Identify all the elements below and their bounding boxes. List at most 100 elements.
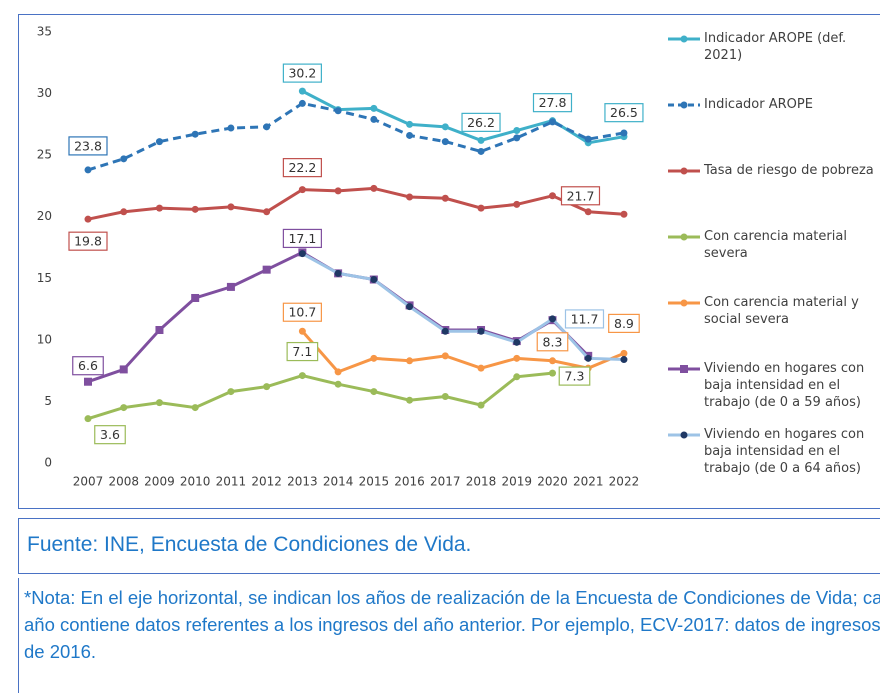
legend-entry: Viviendo en hogares con baja intensidad … — [666, 360, 880, 426]
label-box — [608, 313, 640, 334]
x-tick-label: 2018 — [466, 475, 497, 489]
marker — [262, 265, 271, 274]
source: Fuente: INE, Encuesta de Condiciones de … — [18, 518, 880, 574]
marker — [370, 354, 378, 362]
legend-symbol — [668, 101, 700, 109]
marker — [477, 401, 485, 409]
marker — [441, 327, 449, 335]
marker — [513, 373, 521, 381]
marker — [155, 138, 163, 146]
marker — [477, 147, 485, 155]
marker — [584, 135, 592, 143]
series-line — [87, 101, 625, 172]
data-label: 11.7 — [571, 311, 599, 326]
legend-label: Indicador AROPE — [704, 97, 813, 112]
marker — [370, 115, 378, 123]
data-label: 7.3 — [565, 369, 585, 384]
x-tick-label: 2021 — [573, 475, 604, 489]
marker — [155, 326, 164, 335]
chart: 0 5 10 15 20 25 30 35 2007 2008 2009 2010 2011 2012 20… — [37, 25, 644, 489]
marker — [155, 204, 163, 212]
note: *Nota: En el eje horizontal, se indican … — [18, 578, 880, 693]
marker — [620, 349, 628, 357]
x-tick-label: 2020 — [537, 475, 568, 489]
data-label: 23.8 — [74, 138, 102, 153]
marker — [441, 393, 449, 401]
marker — [298, 186, 306, 194]
label-box — [282, 158, 322, 178]
label-box — [68, 136, 108, 156]
marker — [334, 380, 342, 388]
legend-label: Con carencia material severa — [704, 229, 847, 261]
x-tick-label: 2011 — [216, 475, 247, 489]
marker — [370, 104, 378, 112]
y-tick-label: 15 — [37, 271, 52, 285]
marker — [584, 354, 592, 362]
marker — [513, 200, 521, 208]
x-tick-label: 2013 — [287, 475, 318, 489]
data-label: 6.6 — [78, 358, 98, 373]
y-tick-label: 30 — [37, 86, 52, 100]
marker — [191, 130, 199, 138]
legend: Indicador AROPE (def. 2021) Indicador ARO… — [666, 30, 880, 492]
legend-entry: Viviendo en hogares con baja intensidad … — [666, 426, 880, 492]
legend-symbol — [668, 365, 700, 373]
marker — [513, 134, 521, 142]
label-box — [532, 93, 573, 113]
marker — [477, 364, 485, 372]
marker — [548, 369, 556, 377]
label-box — [72, 356, 104, 376]
label-box — [560, 186, 601, 206]
data-label: 10.7 — [288, 305, 316, 320]
legend-entry: Indicador AROPE (def. 2021) — [666, 30, 880, 96]
marker — [263, 123, 271, 131]
marker — [120, 155, 128, 163]
marker — [620, 356, 628, 364]
legend-entry: Indicador AROPE — [666, 96, 880, 162]
marker — [298, 99, 306, 107]
marker — [548, 192, 556, 200]
marker — [227, 388, 235, 396]
data-label: 8.9 — [614, 316, 634, 331]
x-tick-label: 2009 — [144, 475, 175, 489]
marker — [370, 276, 378, 284]
series-line — [87, 371, 553, 421]
marker — [191, 205, 199, 213]
data-label: 7.1 — [292, 344, 312, 359]
label-box — [286, 341, 319, 362]
legend-marker — [680, 365, 688, 373]
x-tick-label: 2017 — [430, 475, 461, 489]
label-box — [282, 302, 322, 322]
marker — [84, 215, 92, 223]
marker — [584, 208, 592, 216]
legend-entry: Con carencia material severa — [666, 228, 880, 294]
marker — [406, 131, 414, 139]
label-box — [94, 425, 126, 445]
legend-label: Viviendo en hogares con baja intensidad … — [704, 361, 865, 410]
x-tick-label: 2010 — [180, 475, 211, 489]
y-tick-label: 10 — [37, 332, 52, 346]
legend-label: Con carencia material y social severa — [704, 295, 859, 327]
marker — [119, 365, 128, 374]
data-label: 22.2 — [288, 160, 316, 175]
series-line — [301, 330, 625, 374]
marker — [191, 293, 200, 302]
marker — [406, 120, 414, 128]
marker — [548, 357, 556, 365]
marker — [298, 250, 306, 258]
legend-marker — [680, 167, 688, 175]
legend-symbol — [668, 233, 700, 241]
marker — [620, 129, 628, 137]
y-tick-label: 20 — [37, 209, 52, 223]
x-tick-label: 2019 — [501, 475, 532, 489]
x-tick-label: 2022 — [609, 475, 640, 489]
marker — [298, 87, 306, 95]
marker — [298, 372, 306, 380]
x-tick-label: 2015 — [359, 475, 390, 489]
legend-label: Viviendo en hogares con baja intensidad … — [704, 427, 865, 476]
marker — [513, 354, 521, 362]
legend-symbol — [668, 167, 700, 175]
label-box — [604, 103, 644, 123]
marker — [548, 118, 556, 126]
